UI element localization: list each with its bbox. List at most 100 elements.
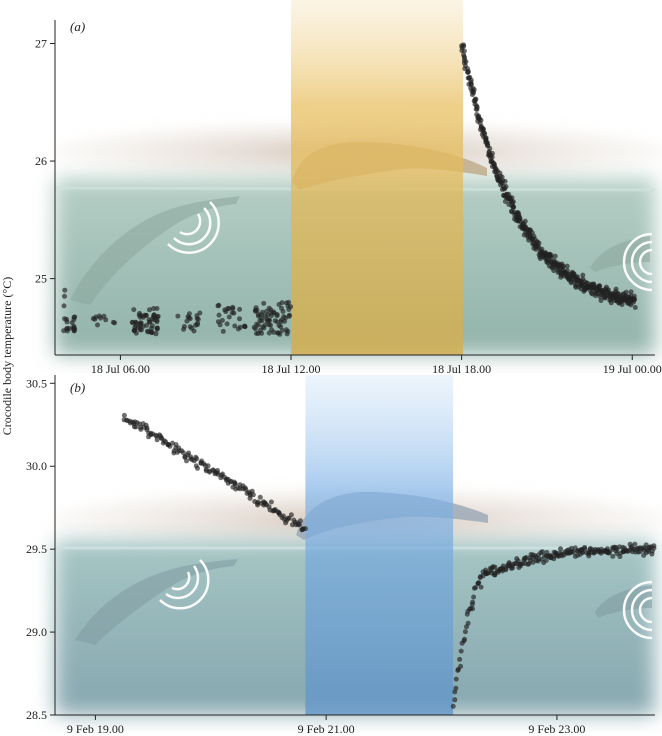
data-point	[276, 302, 282, 307]
data-point	[522, 556, 528, 562]
data-point	[186, 450, 192, 456]
x-tick-label: 9 Feb 21.00	[298, 722, 355, 736]
panel-a-day-shading	[291, 0, 464, 355]
data-point	[482, 131, 488, 137]
data-point	[463, 59, 469, 65]
x-tick-label: 9 Feb 23.00	[528, 722, 585, 736]
data-point	[570, 549, 576, 555]
data-point	[195, 316, 201, 322]
data-point	[450, 703, 456, 709]
data-point	[186, 315, 192, 321]
data-point	[453, 676, 459, 682]
data-point	[132, 324, 138, 330]
data-point	[623, 289, 629, 295]
panel-a-x-ticks: 18 Jul 06.00 18 Jul 12.00 18 Jul 18.00 19 J…	[91, 355, 662, 376]
data-point	[487, 146, 493, 151]
data-point	[136, 312, 142, 318]
data-point	[93, 314, 99, 320]
data-point	[272, 318, 278, 324]
data-point	[181, 324, 187, 329]
data-point	[481, 126, 486, 132]
data-point	[471, 87, 477, 93]
data-point	[458, 663, 464, 669]
data-point	[286, 313, 292, 319]
data-point	[279, 328, 285, 333]
data-point	[133, 424, 139, 430]
data-point	[452, 697, 458, 703]
data-point	[580, 272, 586, 278]
data-point	[470, 606, 475, 612]
data-point	[457, 656, 463, 662]
data-point	[103, 317, 109, 323]
y-axis-title: Crocodile body temperature (°C)	[0, 277, 14, 435]
data-point	[579, 550, 585, 555]
data-point	[154, 437, 160, 443]
data-point	[458, 648, 464, 654]
data-point	[154, 325, 160, 331]
data-point	[478, 584, 484, 590]
data-point	[276, 323, 282, 328]
data-point	[283, 327, 289, 333]
data-point	[619, 302, 625, 308]
data-point	[215, 471, 221, 477]
data-point	[564, 263, 570, 269]
data-point	[461, 42, 466, 48]
data-point	[552, 253, 558, 259]
y-tick-label: 29.0	[26, 625, 47, 639]
data-point	[511, 204, 517, 210]
data-point	[522, 218, 528, 224]
data-point	[195, 465, 200, 471]
data-point	[153, 331, 159, 337]
crocodile-silhouette-right-a	[590, 236, 650, 272]
data-point	[582, 546, 588, 552]
data-point	[147, 307, 152, 313]
y-tick-label: 30.0	[26, 459, 47, 473]
data-point	[231, 310, 237, 316]
data-point	[632, 541, 638, 547]
data-point	[219, 317, 225, 323]
data-point	[635, 549, 641, 555]
data-point	[543, 557, 549, 563]
data-point	[465, 69, 471, 75]
data-point	[72, 314, 78, 320]
data-point	[195, 320, 200, 326]
panel-b-x-ticks: 9 Feb 19.00 9 Feb 21.00 9 Feb 23.00	[67, 715, 585, 736]
data-point	[262, 313, 268, 319]
panel-b-points	[121, 412, 657, 709]
data-point	[110, 319, 116, 325]
vibration-icon-b-right	[622, 580, 653, 640]
data-point	[510, 199, 516, 205]
crocodile-silhouette-left-a	[70, 196, 240, 305]
data-point	[608, 300, 614, 306]
data-point	[250, 492, 256, 498]
data-point	[288, 304, 294, 310]
data-point	[628, 289, 634, 295]
y-tick-label: 26	[35, 154, 47, 168]
data-point	[288, 512, 294, 518]
data-point	[632, 305, 638, 310]
data-point	[232, 323, 238, 329]
data-point	[492, 564, 498, 570]
data-point	[597, 283, 603, 289]
data-point	[146, 317, 152, 323]
data-point	[121, 412, 127, 418]
data-point	[548, 255, 554, 260]
data-point	[66, 326, 72, 331]
data-point	[154, 306, 160, 311]
data-point	[265, 318, 270, 324]
data-point	[462, 636, 467, 642]
data-point	[62, 293, 67, 299]
data-point	[268, 322, 273, 328]
data-point	[569, 545, 575, 551]
data-point	[610, 553, 616, 559]
data-point	[151, 313, 156, 319]
y-tick-label: 29.5	[26, 542, 47, 556]
data-point	[175, 313, 181, 319]
data-point	[509, 195, 515, 201]
data-point	[476, 580, 482, 586]
data-point	[539, 549, 545, 555]
data-point	[613, 286, 619, 292]
data-point	[499, 174, 505, 180]
x-tick-label: 9 Feb 19.00	[67, 722, 124, 736]
data-point	[235, 326, 241, 332]
